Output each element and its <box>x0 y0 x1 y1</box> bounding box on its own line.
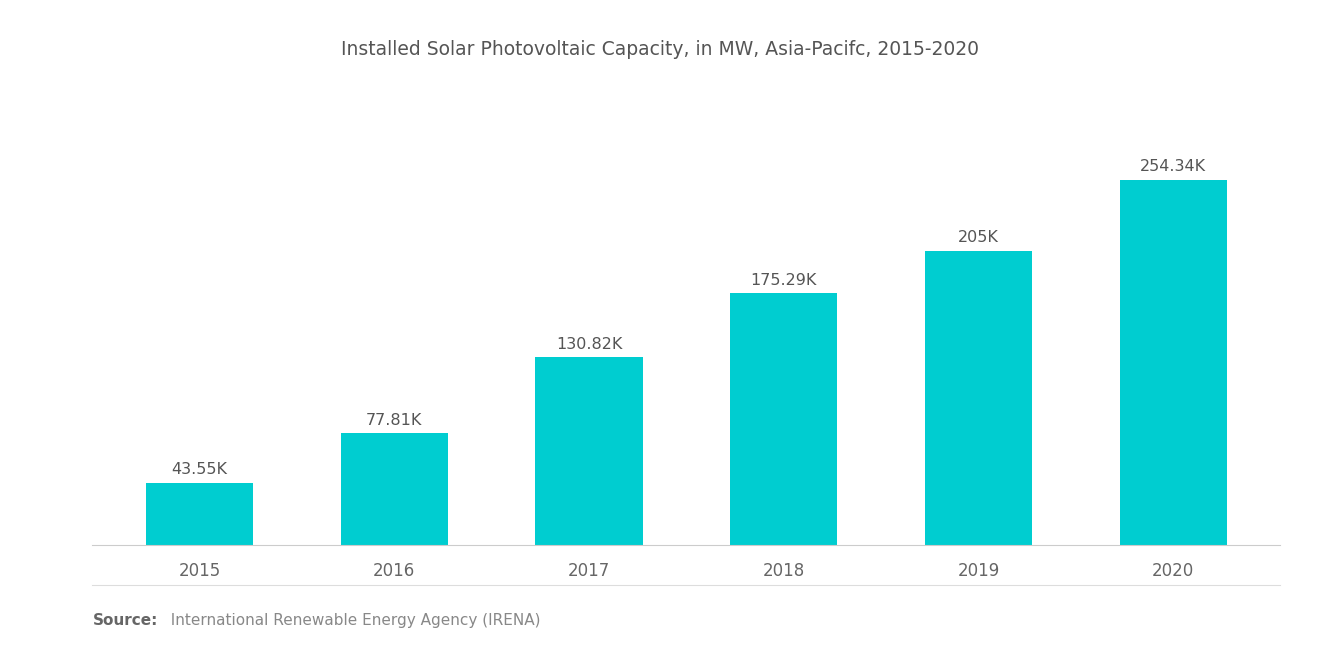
Bar <box>147 483 253 545</box>
Text: 130.82K: 130.82K <box>556 336 622 352</box>
Bar <box>730 293 837 545</box>
Text: Source:: Source: <box>92 613 158 628</box>
Text: 77.81K: 77.81K <box>366 413 422 428</box>
Bar <box>341 434 447 545</box>
Text: 175.29K: 175.29K <box>751 273 817 288</box>
Text: 43.55K: 43.55K <box>172 462 227 477</box>
Text: 254.34K: 254.34K <box>1140 159 1206 174</box>
Bar <box>536 357 643 545</box>
Bar <box>1119 180 1226 545</box>
Text: Installed Solar Photovoltaic Capacity, in MW, Asia-Pacifc, 2015-2020: Installed Solar Photovoltaic Capacity, i… <box>341 40 979 59</box>
Text: 205K: 205K <box>958 230 999 245</box>
Bar <box>925 251 1032 545</box>
Text: International Renewable Energy Agency (IRENA): International Renewable Energy Agency (I… <box>161 613 541 628</box>
